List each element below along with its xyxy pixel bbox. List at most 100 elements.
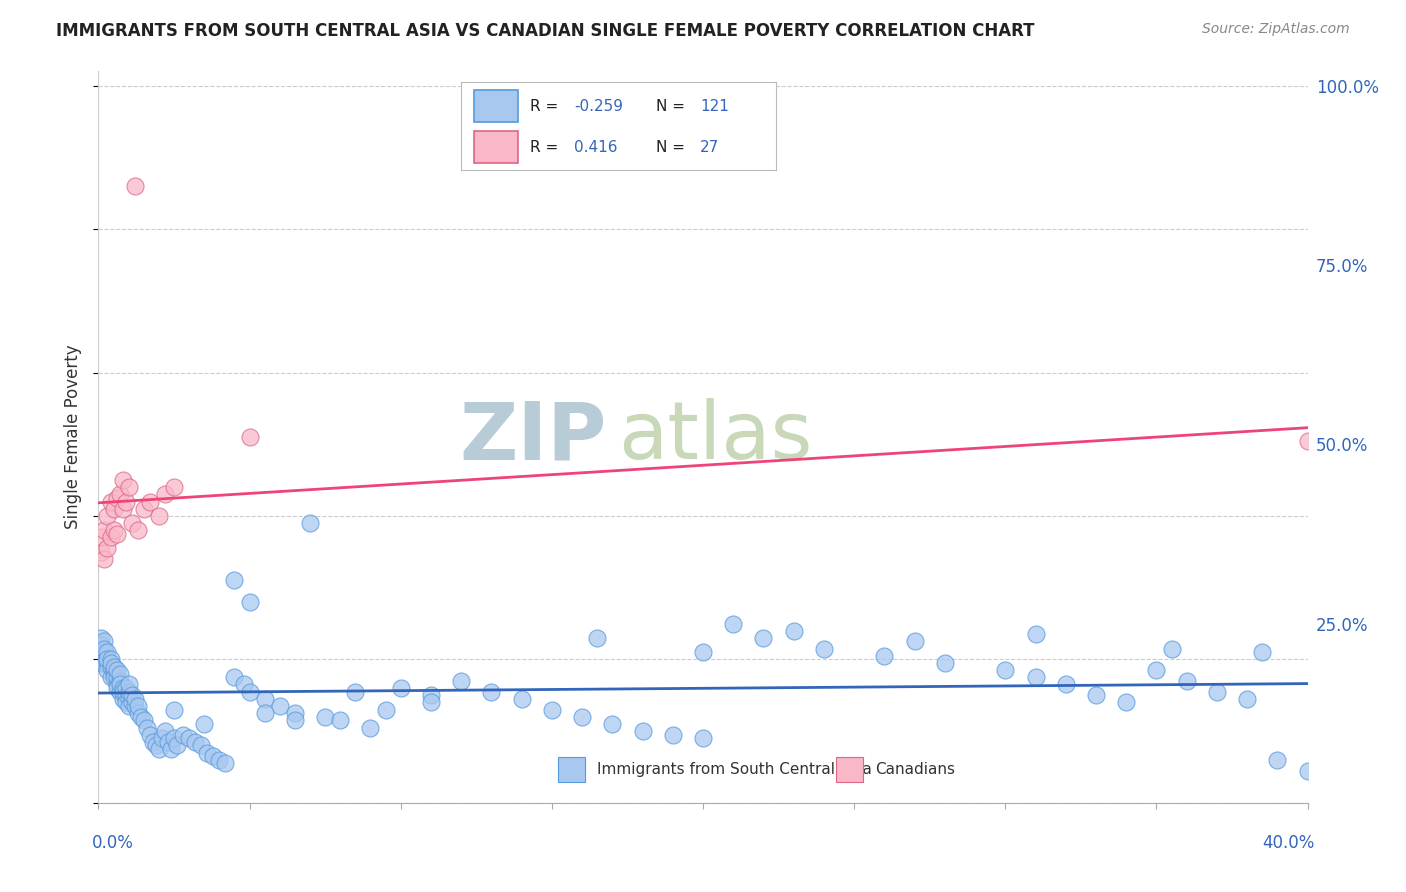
Point (153, 724, 176, 739)
Point (1024, 627, 1046, 641)
Point (121, 695, 143, 709)
Point (163, 702, 186, 716)
Point (100, 652, 122, 666)
Point (124, 691, 146, 706)
Point (93, 634, 115, 648)
Point (1296, 764, 1319, 778)
Point (661, 728, 683, 742)
Point (135, 721, 157, 735)
Point (1054, 677, 1077, 691)
Point (239, 684, 262, 698)
Point (344, 684, 367, 698)
Point (108, 673, 131, 688)
Point (232, 677, 254, 691)
Point (105, 527, 128, 541)
Point (96, 656, 118, 670)
Point (156, 735, 179, 749)
Point (114, 695, 136, 709)
Point (90, 641, 112, 656)
Point (90, 531, 112, 545)
Text: 40.0%: 40.0% (1263, 834, 1315, 852)
Point (1206, 684, 1229, 698)
Point (179, 731, 201, 746)
Point (108, 487, 131, 501)
Point (631, 724, 654, 739)
Point (184, 735, 207, 749)
Point (127, 524, 149, 538)
Point (93, 645, 115, 659)
Point (124, 698, 146, 713)
Point (752, 631, 775, 645)
Point (100, 494, 122, 508)
Point (108, 677, 131, 691)
Point (118, 480, 141, 494)
Point (172, 728, 194, 742)
Point (111, 684, 134, 698)
Text: IMMIGRANTS FROM SOUTH CENTRAL ASIA VS CANADIAN SINGLE FEMALE POVERTY CORRELATION: IMMIGRANTS FROM SOUTH CENTRAL ASIA VS CA… (56, 22, 1035, 40)
Point (420, 688, 443, 702)
Text: ZIP: ZIP (458, 398, 606, 476)
Point (139, 728, 162, 742)
Point (100, 670, 122, 684)
Point (284, 714, 307, 728)
Point (360, 721, 382, 735)
Point (114, 681, 136, 695)
Point (132, 714, 155, 728)
Point (103, 524, 125, 538)
Point (90, 638, 112, 652)
Point (118, 684, 141, 698)
Point (111, 473, 134, 487)
Point (253, 691, 276, 706)
Point (114, 688, 136, 702)
Point (118, 677, 141, 691)
Point (153, 487, 176, 501)
Point (100, 531, 122, 545)
Point (90, 656, 112, 670)
Point (96, 508, 118, 523)
Point (284, 706, 307, 721)
Point (873, 648, 896, 663)
Point (96, 663, 118, 677)
Point (105, 670, 128, 684)
Point (214, 756, 236, 771)
Point (602, 717, 624, 731)
Point (142, 735, 165, 749)
Point (105, 491, 128, 505)
Point (692, 731, 714, 746)
Point (105, 681, 128, 695)
Point (148, 508, 170, 523)
Point (314, 710, 336, 724)
FancyBboxPatch shape (558, 756, 585, 782)
Point (166, 739, 188, 753)
Point (163, 480, 186, 494)
Point (1024, 670, 1046, 684)
Point (118, 698, 141, 713)
Point (139, 494, 162, 508)
Point (904, 634, 927, 648)
Point (103, 666, 125, 681)
Point (190, 739, 212, 753)
Point (195, 746, 218, 760)
Point (994, 663, 1017, 677)
Point (121, 516, 143, 530)
Point (93, 641, 115, 656)
Point (114, 494, 136, 508)
Point (1251, 645, 1274, 659)
Point (239, 430, 262, 444)
Point (108, 684, 131, 698)
Point (1160, 641, 1182, 656)
Point (145, 739, 167, 753)
Text: 0.0%: 0.0% (91, 834, 134, 852)
Point (90, 631, 112, 645)
Text: Source: ZipAtlas.com: Source: ZipAtlas.com (1202, 22, 1350, 37)
FancyBboxPatch shape (837, 756, 863, 782)
Y-axis label: Single Female Poverty: Single Female Poverty (65, 345, 83, 529)
Point (93, 648, 115, 663)
Point (127, 698, 149, 713)
Point (540, 702, 562, 716)
Point (118, 691, 141, 706)
Point (96, 645, 118, 659)
Point (148, 742, 170, 756)
Point (100, 659, 122, 673)
Point (813, 641, 835, 656)
